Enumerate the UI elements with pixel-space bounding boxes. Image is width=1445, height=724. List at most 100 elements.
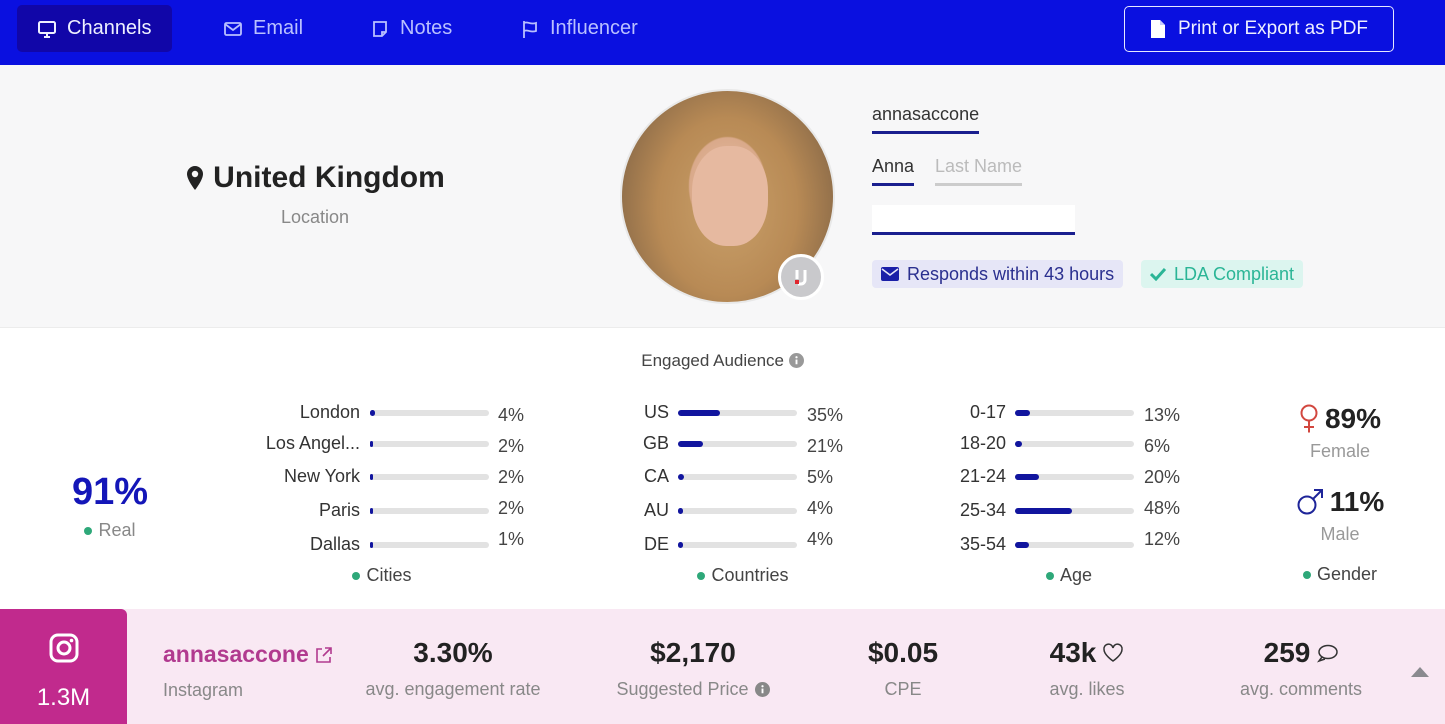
stat-label: avg. comments [1239,679,1363,699]
file-icon [1150,20,1165,38]
tab-email[interactable]: Email [203,5,323,52]
cities-legend-label: Cities [366,565,412,585]
external-link-icon [315,646,332,663]
gender-male: 11% Male [1280,486,1400,545]
bar-label: AU [643,500,669,520]
bar-percent: 2% [498,436,525,456]
username-field[interactable]: annasaccone [872,104,980,134]
platform-name: Instagram [163,680,244,700]
age-legend-label: Age [1059,565,1093,585]
gender-legend-label: Gender [1316,564,1378,584]
bar-percent: 4% [498,405,525,425]
bar-label: Paris [318,500,360,520]
bar-track [370,542,489,548]
engaged-audience-label: Engaged Audience [641,351,784,370]
info-icon[interactable] [754,682,770,697]
countries-legend-label: Countries [711,565,789,585]
bar-track [1015,441,1134,447]
bar-fill [678,474,684,480]
top-nav: Channels Email Notes Influencer Print or… [0,0,1445,65]
bar-track [1015,474,1134,480]
instagram-tile[interactable]: 1.3M [0,609,127,724]
bar-label: Dallas [309,534,360,554]
male-percent: 11% [1329,486,1385,517]
stat-label: CPE [884,679,922,699]
bar-percent: 4% [807,498,834,518]
bar-percent: 5% [807,467,834,487]
bar-track [370,508,489,514]
profile-header: United Kingdom Location annasaccone Anna… [0,65,1445,328]
engaged-audience-section: Engaged Audience 91% Real London 4% Los An… [0,329,1445,609]
stat-label-wrap: Suggested Price [593,679,793,700]
bar-fill [1015,542,1030,548]
stat-value: 3.30% [413,637,493,668]
stat-suggested-price: $2,170 Suggested Price [593,637,793,700]
info-icon[interactable] [788,353,804,368]
bar-percent: 4% [807,529,834,549]
tab-influencer[interactable]: Influencer [500,5,658,52]
monitor-icon [38,20,56,38]
tab-channels[interactable]: Channels [17,5,172,52]
email-field[interactable] [872,205,1075,235]
export-pdf-button[interactable]: Print or Export as PDF [1124,6,1394,52]
instagram-channel-bar: 1.3M annasaccone Instagram 3.30% avg. en… [0,609,1445,724]
bar-percent: 20% [1144,467,1181,487]
bar-fill [1015,508,1073,514]
bar-track [678,508,797,514]
bar-percent: 35% [807,405,844,425]
avatar-face [692,146,768,246]
bar-percent: 48% [1144,498,1181,518]
bar-fill [1015,410,1031,416]
gender-legend: Gender [1240,564,1440,585]
bar-fill [1015,474,1039,480]
platform-badge-icon [778,254,824,300]
stat-label: Suggested Price [616,679,749,699]
instagram-handle-block: annasaccone Instagram [163,641,333,701]
bar-label: US [643,402,669,422]
bar-percent: 1% [498,529,525,549]
bar-track [1015,542,1134,548]
bar-label: 35-54 [959,534,1006,554]
comment-icon [1317,644,1339,663]
response-time-text: Responds within 43 hours [907,263,1115,284]
location-label: Location [280,207,350,227]
instagram-handle: annasaccone [163,641,309,667]
bar-fill [370,474,373,480]
female-icon [1300,404,1318,433]
status-dot-icon [697,571,706,580]
bar-fill [678,441,703,447]
stat-avg-likes: 43k avg. likes [1017,637,1157,700]
countries-legend: Countries [643,565,843,586]
bar-fill [370,542,373,548]
bar-label: DE [643,534,669,554]
instagram-handle-link[interactable]: annasaccone [163,641,333,668]
bar-fill [678,508,683,514]
bar-label: 18-20 [959,433,1006,453]
male-label: Male [1320,524,1360,544]
stat-label: avg. likes [1049,679,1125,699]
bar-label: 25-34 [959,500,1006,520]
flag-icon [523,20,537,38]
stat-cpe: $0.05 CPE [843,637,963,700]
stat-engagement-rate: 3.30% avg. engagement rate [353,637,553,700]
bar-track [1015,508,1134,514]
map-pin-icon [187,166,204,190]
bar-label: 21-24 [959,466,1006,486]
male-icon [1297,489,1323,515]
bar-track [678,474,797,480]
note-icon [373,20,387,37]
bar-label: GB [642,433,669,453]
bar-track [1015,410,1134,416]
first-name-field[interactable]: Anna [872,156,915,186]
stat-value: 43k [1049,637,1097,668]
bar-fill [678,542,683,548]
status-dot-icon [84,526,93,535]
female-value: 89% [1280,403,1400,435]
tab-notes[interactable]: Notes [350,5,472,52]
tab-label: Influencer [550,17,638,39]
bar-fill [370,508,373,514]
collapse-toggle-icon[interactable] [1411,667,1429,677]
tab-label: Email [253,17,304,39]
stat-value: 259 [1263,637,1311,668]
last-name-field[interactable]: Last Name [935,156,1023,186]
